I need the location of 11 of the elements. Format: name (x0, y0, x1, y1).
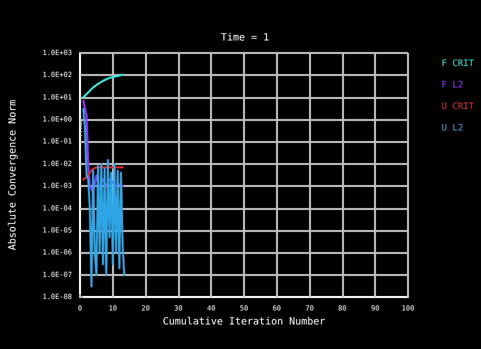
line-series (82, 108, 126, 288)
chart-title: Time = 1 (220, 32, 270, 44)
text: F CRIT (441, 59, 475, 69)
x-axis-title: Cumulative Iteration Number (162, 316, 326, 328)
y-axis-title: Absolute Convergence Norm (8, 100, 18, 250)
text: U L2 (441, 124, 464, 134)
line-series (82, 100, 124, 194)
text: F L2 (441, 80, 464, 90)
line-series (82, 74, 124, 98)
line-series (82, 166, 124, 180)
text: U CRIT (441, 102, 475, 112)
